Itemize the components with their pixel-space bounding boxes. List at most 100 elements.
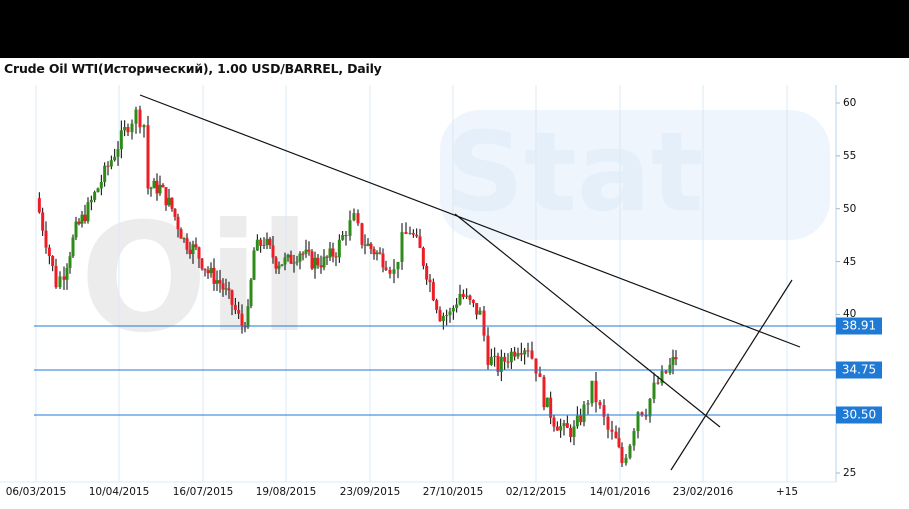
x-axis-label: +15 (775, 486, 799, 498)
candle-down (486, 335, 490, 365)
candle-down (598, 402, 602, 406)
candle-down (161, 184, 165, 188)
price-level-badge: 38.91 (836, 317, 882, 335)
candle-up (458, 293, 462, 305)
candle-down (51, 256, 55, 266)
candle-up (158, 184, 162, 194)
candle-up (99, 182, 103, 189)
candle-up (255, 239, 259, 251)
candle-up (142, 125, 146, 128)
x-axis-label: 23/02/2016 (672, 486, 734, 498)
candle-down (372, 248, 376, 255)
candle-up (224, 288, 228, 290)
candle-down (47, 247, 51, 257)
candle-down (344, 235, 348, 237)
candle-up (375, 252, 379, 255)
candle-down (212, 267, 216, 284)
candle-down (331, 248, 335, 257)
candle-up (448, 311, 452, 316)
candle-down (534, 358, 538, 374)
candle-down (519, 353, 523, 355)
candle-up (265, 238, 269, 245)
candle-up (632, 431, 636, 446)
candle-down (569, 427, 573, 437)
candle-up (86, 202, 90, 222)
candle-up (451, 307, 455, 312)
trendline (454, 213, 721, 428)
candle-down (243, 325, 247, 328)
candle-up (286, 254, 290, 258)
candle-up (489, 356, 493, 365)
candle-up (328, 248, 332, 258)
candle-up (215, 280, 219, 284)
candle-down (579, 415, 583, 423)
y-axis-label: 45 (843, 256, 857, 268)
candle-down (674, 357, 678, 360)
candle-down (41, 212, 45, 231)
candle-down (164, 187, 168, 206)
candle-up (123, 127, 127, 131)
candle-down (378, 252, 382, 254)
candle-up (668, 364, 672, 373)
price-level-badge: 30.50 (836, 406, 882, 424)
candle-down (230, 290, 234, 305)
candle-down (179, 229, 183, 239)
x-axis-label: 14/01/2016 (589, 486, 651, 498)
candle-up (134, 109, 138, 124)
candle-down (369, 243, 373, 249)
candle-down (461, 293, 465, 297)
candle-down (221, 283, 225, 290)
candle-down (614, 431, 618, 439)
candle-down (360, 223, 364, 245)
candle-down (197, 247, 201, 259)
candle-down (54, 265, 58, 288)
candle-up (572, 426, 576, 437)
x-axis-label: 06/03/2015 (5, 486, 67, 498)
candle-down (468, 295, 472, 300)
candle-up (109, 160, 113, 167)
candle-up (562, 423, 566, 427)
candle-up (65, 267, 69, 280)
candle-up (348, 220, 352, 236)
candle-down (526, 350, 530, 352)
candle-up (337, 239, 341, 258)
candle-down (428, 279, 432, 283)
candle-up (493, 355, 497, 357)
candle-down (77, 221, 81, 224)
candle-up (523, 350, 527, 355)
candle-down (644, 415, 648, 417)
candle-down (188, 249, 192, 255)
candle-up (249, 279, 253, 307)
candle-down (319, 265, 323, 268)
candle-down (271, 245, 275, 258)
candle-down (388, 269, 392, 274)
candle-down (334, 256, 338, 258)
candle-up (58, 276, 62, 288)
candle-up (89, 199, 93, 203)
candle-down (83, 214, 87, 222)
y-axis-label: 25 (843, 467, 857, 479)
candle-up (545, 397, 549, 408)
candlestick-chart[interactable]: Oil Stat (0, 80, 909, 490)
candle-down (415, 234, 419, 237)
candle-up (582, 404, 586, 423)
chart-title: Crude Oil WTI(Исторический), 1.00 USD/BA… (4, 61, 382, 76)
candle-up (341, 235, 345, 240)
candle-down (438, 309, 442, 321)
candle-down (325, 256, 329, 258)
candle-down (301, 253, 305, 255)
candle-down (506, 361, 510, 363)
candle-down (126, 127, 130, 133)
candle-down (530, 350, 534, 359)
candle-down (418, 236, 422, 248)
candle-down (62, 276, 66, 280)
candle-up (624, 457, 628, 463)
candle-up (366, 243, 370, 246)
candle-down (203, 268, 207, 271)
candle-up (671, 357, 675, 365)
candle-up (660, 370, 664, 384)
trendline (139, 94, 801, 348)
x-axis-label: 19/08/2015 (255, 486, 317, 498)
candle-down (240, 313, 244, 326)
y-axis-label: 55 (843, 150, 857, 162)
